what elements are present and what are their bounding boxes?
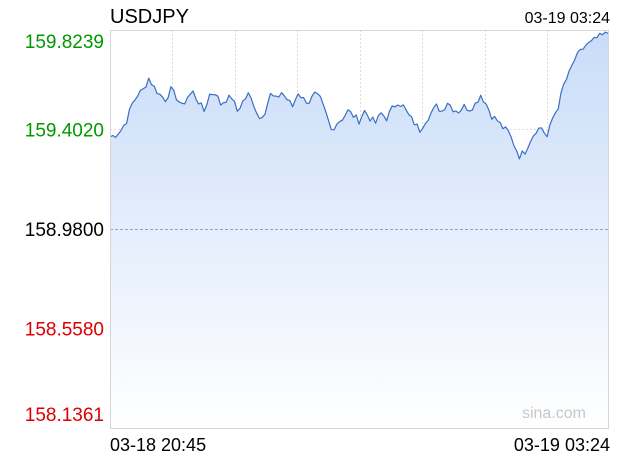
y-tick-label: 158.1361 (25, 405, 104, 426)
symbol-title: USDJPY (110, 6, 189, 28)
plot-frame (110, 30, 609, 429)
y-tick-label: 159.8239 (25, 32, 104, 53)
y-tick-label: 158.9800 (25, 220, 104, 241)
timestamp: 03-19 03:24 (525, 10, 611, 27)
y-axis-labels: 159.8239 159.4020 158.9800 158.5580 158.1361 (25, 32, 104, 426)
x-label-start: 03-18 20:45 (110, 435, 206, 455)
y-tick-label: 159.4020 (25, 120, 104, 141)
x-label-end: 03-19 03:24 (514, 435, 610, 455)
watermark: sina.com (522, 405, 586, 422)
price-area (110, 32, 608, 428)
y-tick-label: 158.5580 (25, 320, 104, 341)
price-line (109, 31, 609, 160)
